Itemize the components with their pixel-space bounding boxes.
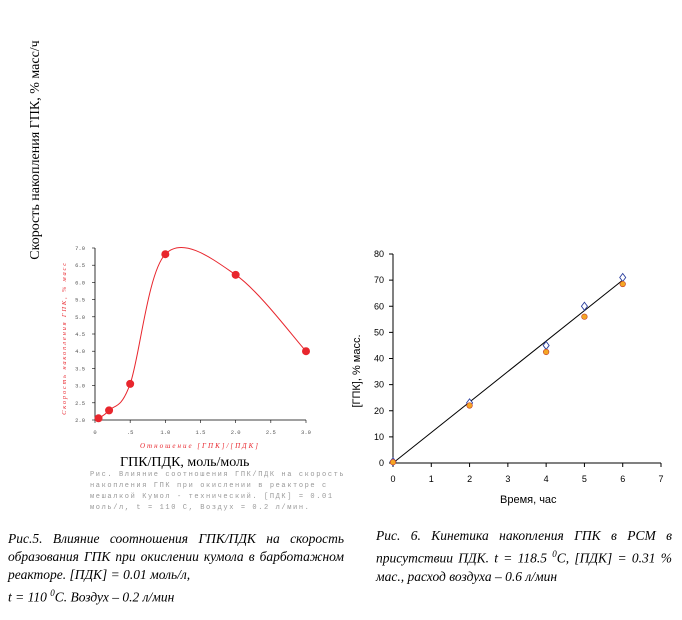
fig6-fit-line [392,279,624,464]
fig5-ticks: 2.0 2.5 3.0 3.5 4.0 4.5 5.0 5.5 6.0 6.5 7.0 0 .5 1.0 1… [75,245,311,436]
fig6-y-tick-label: 80 [374,249,384,259]
fig5-x-tick-label: 2.5 [266,429,276,436]
fig6-caption-post: С, [ПДК] = 0.31 % мас., расход воздуха –… [376,550,672,584]
fig6-y-tick-label: 30 [374,380,384,390]
fig6-y-tick-label: 50 [374,327,384,337]
fig6-y-tick-label: 0 [379,458,384,468]
fig5-x-tick-label: 3.0 [301,429,311,436]
fig6-circle-point [543,348,550,356]
fig5-fit-curve [98,247,307,419]
fig6-caption-pre: Рис. 6. Кинетика накопления ГПК в РСМ в … [376,528,672,566]
fig5-data-point [105,406,114,415]
fig5-caption-line2: t = 110 0С. Воздух – 0.2 л/мин [8,584,344,607]
fig6-diamond-point [580,301,588,311]
fig5-caption-line1: Рис.5. Влияние соотношения ГПК/ПДК на ск… [8,531,344,582]
fig5-y-tick-label: 6.5 [75,262,85,269]
fig6-x-tick-label: 5 [582,474,587,484]
fig5-x-tick-label: 1.5 [196,429,206,436]
fig6-y-tick-label: 40 [374,354,384,364]
fig6-y-tick-label: 70 [374,275,384,285]
fig6-y-tick-label: 10 [374,432,384,442]
fig6-caption-sup: 0 [552,549,557,559]
fig5-inner-x-label: Отношение [ГПК]/[ПДК] [140,442,260,450]
fig6-x-tick-label: 3 [505,474,510,484]
fig5-caption-sup: 0 [50,588,55,598]
fig5-caption: Рис.5. Влияние соотношения ГПК/ПДК на ск… [8,530,344,607]
fig6-diamond-point [619,272,627,283]
fig5-y-tick-label: 6.0 [75,279,85,286]
fig6-y-axis-label: [ГПК], % масс. [351,334,363,408]
fig5-data-point [231,270,240,279]
fig5-y-tick-label: 4.5 [75,331,85,338]
fig5-data-point [161,250,170,259]
fig5-inner-caption: Рис. Влияние соотношения ГПК/ПДК на скор… [90,471,346,512]
fig5-x-axis-label: ГПК/ПДК, моль/моль [120,455,250,470]
fig5-data-point [126,379,135,388]
fig5-x-tick-label: 1.0 [160,429,170,436]
fig6-circle-point [389,459,397,466]
fig5-y-tick-label: 7.0 [75,245,85,252]
fig5-y-tick-label: 5.5 [75,297,85,304]
fig6-x-tick-label: 6 [620,474,625,484]
fig5-data-point [302,347,310,356]
fig5-x-tick-label: 0 [93,429,96,436]
fig6-x-tick-label: 4 [544,474,549,484]
fig5-points [94,250,310,423]
fig5-y-tick-label: 3.5 [75,365,85,372]
fig5-y-tick-label: 2.5 [75,400,85,407]
fig6-chart: 0 10 20 30 40 50 60 70 80 0 1 2 3 4 5 6 7 [374,249,664,484]
fig6-circle-point [466,402,473,409]
fig6-circle-point [619,280,626,288]
fig5-y-tick-label: 3.0 [75,383,85,390]
fig6-y-tick-label: 20 [374,406,384,416]
fig5-axes [94,248,306,421]
fig6-circle-point [581,313,588,320]
fig5-y-tick-label: 2.0 [75,417,85,424]
fig5-data-point [94,414,103,423]
fig6-x-axis-label: Время, час [500,494,557,506]
fig6-x-tick-label: 2 [467,474,472,484]
fig5-x-tick-label: .5 [127,429,134,436]
fig6-ticks: 0 10 20 30 40 50 60 70 80 0 1 2 3 4 5 6 7 [374,249,664,484]
fig5-chart: 2.0 2.5 3.0 3.5 4.0 4.5 5.0 5.5 6.0 6.5 7.0 0 .5 1.0 1… [61,245,311,450]
fig6-caption: Рис. 6. Кинетика накопления ГПК в РСМ в … [376,527,672,586]
fig5-y-tick-label: 5.0 [75,314,85,321]
fig6-points [389,272,627,467]
fig6-y-tick-label: 60 [374,301,384,311]
fig5-caption-temp: t = 110 [8,589,51,605]
fig6-x-tick-label: 7 [658,474,663,484]
fig5-y-tick-label: 4.0 [75,348,85,355]
fig6-x-tick-label: 0 [390,474,395,484]
fig5-caption-air: С. Воздух – 0.2 л/мин [54,589,175,605]
fig5-x-tick-label: 2.0 [231,429,241,436]
fig5-inner-y-label: Скорость накопления ГПК, % масс [61,261,68,415]
fig6-x-tick-label: 1 [429,474,434,484]
